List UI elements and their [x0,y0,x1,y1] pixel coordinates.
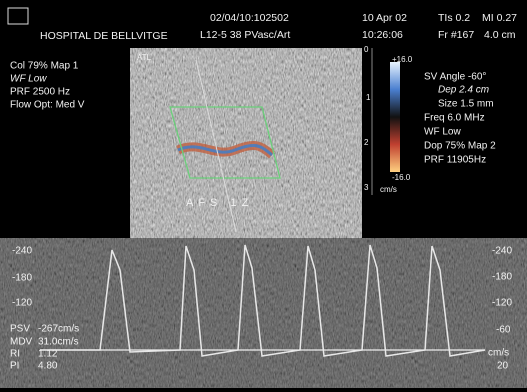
depth: 4.0 cm [484,29,516,41]
mi: MI 0.27 [482,12,517,24]
left-line: Flow Opt: Med V [10,100,85,111]
doppler-scale-left: -240 [12,246,32,257]
doppler-scale-right: -120 [492,298,512,309]
measurement-label: RI [10,349,20,360]
doppler-scale-left: -180 [12,273,32,284]
right-line: Freq 6.0 MHz [424,113,485,124]
frame: Fr #167 [438,29,474,41]
right-line: PRF 11905Hz [424,155,486,166]
left-line: WF Low [10,74,47,85]
right-line: Dep 2.4 cm [438,85,489,96]
date: 10 Apr 02 [362,12,407,24]
screen: HOSPITAL DE BELLVITGE 02/04/10:102502 L1… [0,0,527,392]
depth-label: 2 [364,138,369,147]
doppler-background [0,238,527,388]
measurement-label: PI [10,361,19,372]
right-line: WF Low [424,127,461,138]
depth-label: 0 [364,45,369,54]
right-line: SV Angle -60° [424,72,486,83]
measurement-value: 31.0cm/s [38,337,79,348]
time: 10:26:06 [362,29,403,41]
measurement-value: 1.12 [38,349,58,360]
color-bar-top: +16.0 [392,55,413,64]
color-bar [390,62,400,172]
probe: L12-5 38 PVasc/Art [200,29,290,41]
left-line: Col 79% Map 1 [10,61,79,72]
left-line: PRF 2500 Hz [10,87,70,98]
color-bar-unit: cm/s [380,185,397,194]
doppler-scale-right: 20 [497,361,509,372]
depth-label: 3 [364,183,369,192]
doppler-scale-right: -240 [492,246,512,257]
measurement-value: 4.80 [38,361,58,372]
doppler-scale-left: -120 [12,298,32,309]
focus-label: AFS 1Z [186,197,253,209]
right-line: Dop 75% Map 2 [424,141,496,152]
depth-label: 1 [366,93,371,102]
doppler-scale-right: -60 [496,325,511,336]
study-id: 02/04/10:102502 [210,12,289,24]
doppler-scale-right: -180 [492,272,512,283]
measurement-value: -267cm/s [38,324,79,335]
tis: TIs 0.2 [438,12,470,24]
right-line: Size 1.5 mm [438,99,494,110]
color-bar-bottom: -16.0 [392,173,411,182]
hospital: HOSPITAL DE BELLVITGE [40,30,168,42]
doppler-scale-right: cm/s [488,348,509,359]
image-label: ATL [137,53,152,62]
measurement-label: MDV [10,337,33,348]
measurement-label: PSV [10,324,30,335]
